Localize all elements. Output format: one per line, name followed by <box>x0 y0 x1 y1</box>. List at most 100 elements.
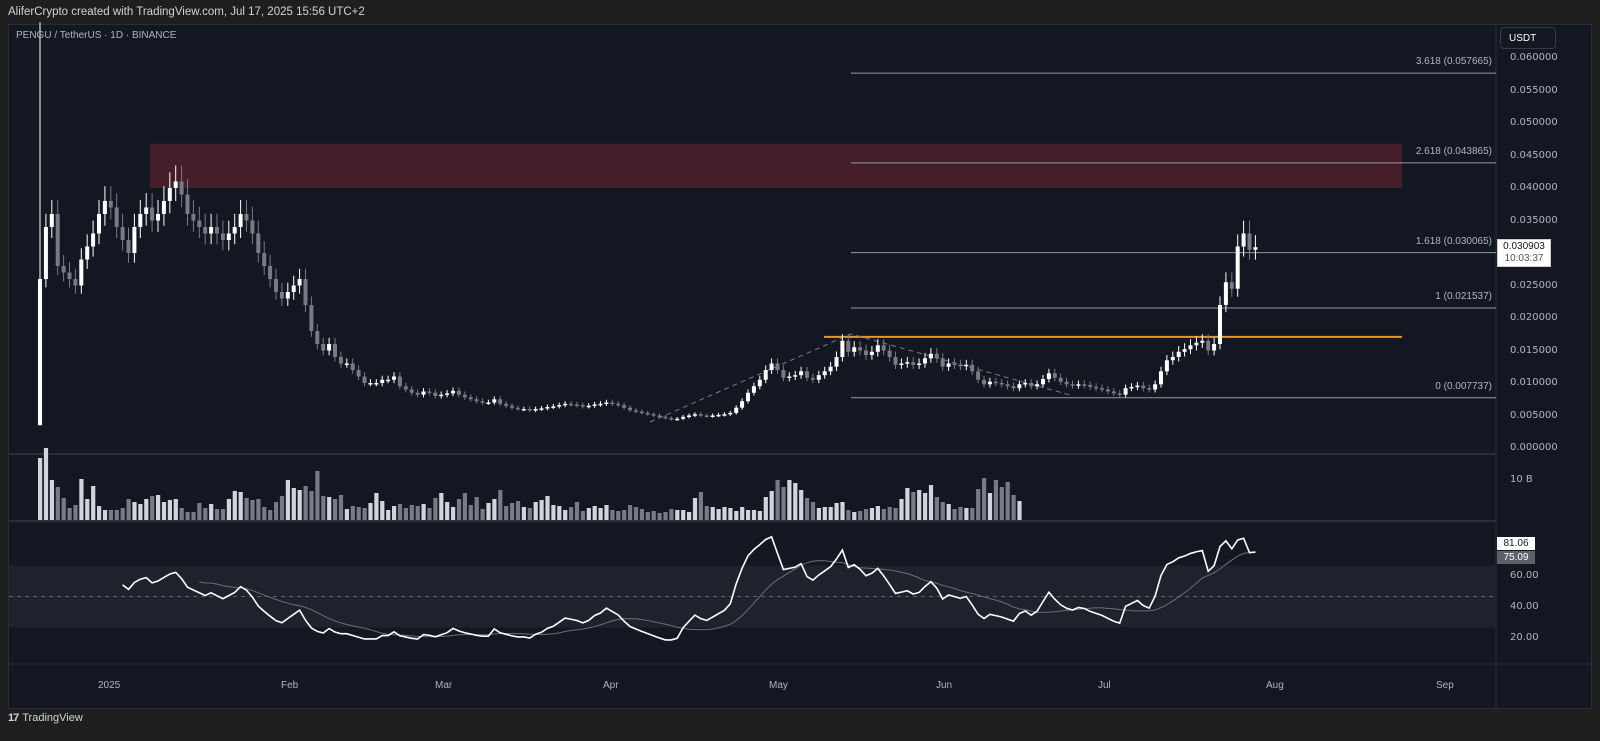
volume-bar <box>203 508 208 520</box>
candle-body <box>173 181 178 188</box>
candle-body <box>887 350 892 357</box>
volume-bar <box>232 491 237 520</box>
candle-body <box>333 344 337 357</box>
candle-body <box>492 399 497 403</box>
volume-bar <box>893 508 898 520</box>
candle-body <box>338 357 343 364</box>
volume-bar <box>846 510 851 520</box>
volume-bar <box>639 509 644 520</box>
candle-body <box>91 233 96 247</box>
candle-body <box>220 233 225 240</box>
candle-body <box>1200 340 1205 343</box>
volume-bar <box>427 508 432 520</box>
candle-body <box>751 386 756 393</box>
candle-body <box>970 364 975 372</box>
volume-bar <box>338 495 344 520</box>
candle-body <box>43 227 48 279</box>
candle-body <box>79 259 84 286</box>
volume-bar <box>734 511 739 520</box>
candle-body <box>374 383 379 385</box>
volume-bar <box>285 480 290 520</box>
candle-body <box>557 405 562 407</box>
candle-body <box>651 414 656 416</box>
candle-body <box>38 279 42 426</box>
volume-bar <box>905 488 910 520</box>
volume-bar <box>220 509 226 520</box>
candle-body <box>893 357 898 365</box>
candle-body <box>917 363 922 365</box>
candle-body <box>285 292 290 299</box>
footer-brand: TradingView <box>22 712 83 724</box>
candle-body <box>592 404 597 406</box>
candle-body <box>462 394 467 398</box>
volume-bar <box>445 502 450 520</box>
candle-body <box>864 350 868 356</box>
candle-body <box>852 347 857 352</box>
price-tick: 0.050000 <box>1510 117 1558 128</box>
volume-bar <box>976 489 981 520</box>
candle-body <box>185 194 190 214</box>
volume-bar <box>746 510 751 520</box>
rsi-tick-60: 60.00 <box>1510 570 1539 581</box>
fib-label: 1.618 (0.030065) <box>1415 235 1492 247</box>
volume-bar <box>132 502 137 520</box>
volume-bar <box>380 501 385 520</box>
candle-body <box>657 415 662 417</box>
candle-body <box>1052 373 1057 378</box>
fib-label: 0 (0.007737) <box>1435 380 1492 392</box>
volume-bar <box>533 502 538 520</box>
fib-label: 2.618 (0.043865) <box>1415 145 1492 157</box>
candle-body <box>728 412 733 415</box>
candle-body <box>102 201 107 214</box>
currency-button[interactable]: USDT <box>1500 27 1556 49</box>
candle-body <box>805 371 809 378</box>
volume-bar <box>179 508 184 520</box>
volume-bar <box>49 480 54 520</box>
volume-bar <box>934 497 939 520</box>
candle-body <box>439 394 444 397</box>
volume-bar <box>810 502 816 520</box>
candle-body <box>456 390 461 395</box>
rsi-band <box>9 565 1496 628</box>
volume-bar <box>527 508 532 520</box>
volume-bar <box>799 490 804 520</box>
candle-body <box>1023 383 1028 385</box>
candle-body <box>669 418 674 420</box>
candle-body <box>161 201 166 214</box>
volume-bar <box>43 448 49 520</box>
candle-body <box>610 402 615 404</box>
volume-bar <box>928 485 934 520</box>
candle-body <box>563 403 568 406</box>
candle-body <box>1241 233 1246 247</box>
volume-bar <box>970 508 975 520</box>
volume-bar <box>716 509 721 520</box>
volume-bar <box>645 512 650 520</box>
volume-bar <box>1017 501 1022 520</box>
candle-body <box>881 345 886 351</box>
candle-body <box>787 376 792 378</box>
candle-body <box>510 405 514 408</box>
candle-body <box>710 415 715 417</box>
candle-body <box>362 376 367 383</box>
candle-body <box>521 409 526 411</box>
candle-body <box>1105 389 1110 392</box>
time-tick: Sep <box>1436 680 1454 691</box>
candle-body <box>1247 233 1252 250</box>
candle-body <box>126 240 131 253</box>
candle-body <box>515 407 520 410</box>
last-price-tag: 0.030903 10:03:37 <box>1497 239 1551 267</box>
volume-bar <box>828 507 833 520</box>
candle-body <box>982 379 986 385</box>
candle-body <box>645 412 650 415</box>
volume-bar <box>557 506 562 520</box>
candle-body <box>846 340 851 352</box>
volume-bar <box>569 507 574 520</box>
candle-body <box>1058 377 1063 382</box>
volume-bar <box>586 508 591 520</box>
candle-body <box>580 405 585 407</box>
volume-bar <box>291 488 296 520</box>
candle-body <box>1141 385 1146 389</box>
volume-bar <box>604 505 609 520</box>
volume-bar <box>108 510 113 520</box>
